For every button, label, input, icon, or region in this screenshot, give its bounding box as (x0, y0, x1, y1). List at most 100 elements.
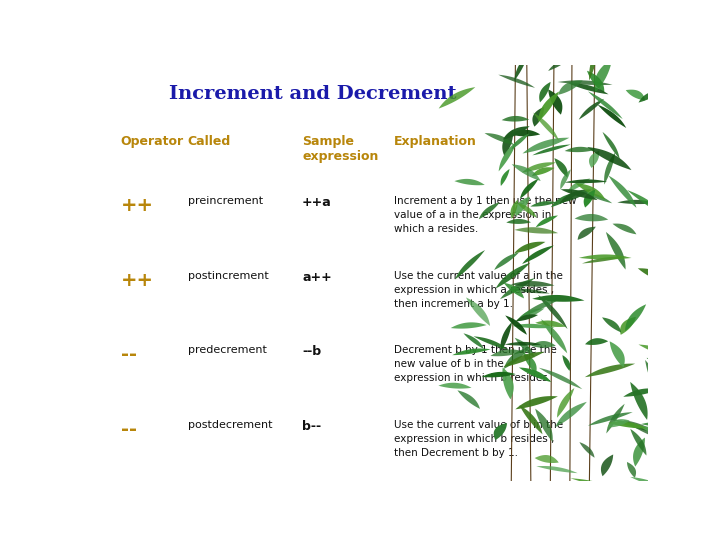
Polygon shape (522, 163, 556, 172)
Polygon shape (582, 256, 626, 264)
Polygon shape (567, 179, 590, 192)
Polygon shape (569, 83, 608, 94)
Polygon shape (536, 466, 577, 473)
Polygon shape (510, 281, 554, 287)
Polygon shape (531, 341, 556, 348)
Polygon shape (564, 179, 607, 183)
Polygon shape (604, 152, 615, 185)
Polygon shape (608, 422, 647, 428)
Polygon shape (570, 478, 624, 491)
Polygon shape (523, 353, 536, 373)
Polygon shape (503, 352, 544, 367)
Polygon shape (603, 132, 620, 159)
Text: ++a: ++a (302, 196, 332, 209)
Polygon shape (499, 141, 517, 171)
Polygon shape (451, 322, 487, 329)
Polygon shape (495, 263, 530, 288)
Polygon shape (659, 445, 694, 448)
Polygon shape (602, 318, 621, 333)
Text: Increment a by 1 then use the new
value of a in the expression in
which a reside: Increment a by 1 then use the new value … (394, 196, 577, 234)
Polygon shape (606, 232, 626, 269)
Text: a++: a++ (302, 271, 332, 284)
Polygon shape (517, 202, 537, 218)
Polygon shape (651, 443, 678, 464)
Text: Increment and Decrement: Increment and Decrement (169, 85, 457, 103)
Polygon shape (515, 197, 530, 217)
Polygon shape (454, 179, 485, 185)
Text: Decrement b by 1 then use the
new value of b in the
expression in which b reside: Decrement b by 1 then use the new value … (394, 346, 557, 383)
Polygon shape (589, 151, 599, 168)
Polygon shape (589, 42, 600, 80)
Polygon shape (532, 167, 554, 176)
Polygon shape (555, 402, 587, 427)
Polygon shape (630, 382, 647, 420)
Text: predecrement: predecrement (188, 346, 266, 355)
Polygon shape (585, 338, 608, 345)
Polygon shape (579, 99, 604, 120)
Polygon shape (535, 409, 553, 442)
Text: Operator: Operator (121, 136, 184, 148)
Polygon shape (506, 219, 531, 224)
Text: --: -- (121, 346, 137, 365)
Polygon shape (519, 368, 552, 382)
Polygon shape (533, 112, 559, 140)
Polygon shape (538, 295, 567, 329)
Polygon shape (485, 133, 514, 145)
Polygon shape (548, 59, 569, 71)
Polygon shape (626, 90, 645, 100)
Polygon shape (601, 455, 613, 476)
Polygon shape (633, 437, 645, 467)
Polygon shape (580, 442, 595, 458)
Polygon shape (494, 423, 507, 440)
Polygon shape (532, 107, 544, 127)
Polygon shape (482, 372, 516, 377)
Polygon shape (438, 87, 475, 109)
Polygon shape (606, 404, 625, 434)
Polygon shape (498, 75, 535, 88)
Polygon shape (654, 248, 683, 266)
Polygon shape (503, 367, 513, 400)
Polygon shape (464, 333, 484, 349)
Polygon shape (624, 420, 665, 441)
Polygon shape (505, 342, 541, 346)
Polygon shape (535, 455, 559, 463)
Polygon shape (516, 314, 538, 321)
Polygon shape (588, 91, 623, 119)
Text: ++: ++ (121, 196, 153, 215)
Polygon shape (612, 420, 653, 432)
Polygon shape (551, 192, 580, 207)
Polygon shape (613, 224, 636, 234)
Polygon shape (580, 191, 612, 203)
Text: postdecrement: postdecrement (188, 420, 272, 430)
Text: Sample
expression: Sample expression (302, 136, 379, 164)
Text: ++: ++ (121, 271, 153, 289)
Polygon shape (514, 227, 558, 234)
Polygon shape (479, 202, 500, 219)
Polygon shape (519, 405, 542, 434)
Polygon shape (575, 214, 608, 221)
Polygon shape (639, 345, 685, 362)
Polygon shape (598, 105, 626, 128)
Polygon shape (638, 268, 670, 284)
Polygon shape (516, 396, 558, 409)
Polygon shape (649, 169, 673, 176)
Polygon shape (630, 429, 647, 456)
Polygon shape (505, 315, 527, 335)
Polygon shape (503, 130, 513, 156)
Polygon shape (639, 90, 662, 103)
Polygon shape (502, 116, 529, 122)
Polygon shape (588, 412, 633, 426)
Polygon shape (490, 349, 523, 356)
Polygon shape (510, 130, 540, 137)
Polygon shape (557, 388, 575, 418)
Polygon shape (558, 80, 582, 95)
Polygon shape (564, 147, 595, 152)
Polygon shape (516, 308, 544, 321)
Polygon shape (559, 190, 592, 203)
Polygon shape (561, 189, 598, 200)
Polygon shape (584, 190, 595, 207)
Polygon shape (630, 477, 671, 491)
Text: postincrement: postincrement (188, 271, 269, 281)
Polygon shape (514, 53, 528, 81)
Polygon shape (608, 419, 630, 428)
